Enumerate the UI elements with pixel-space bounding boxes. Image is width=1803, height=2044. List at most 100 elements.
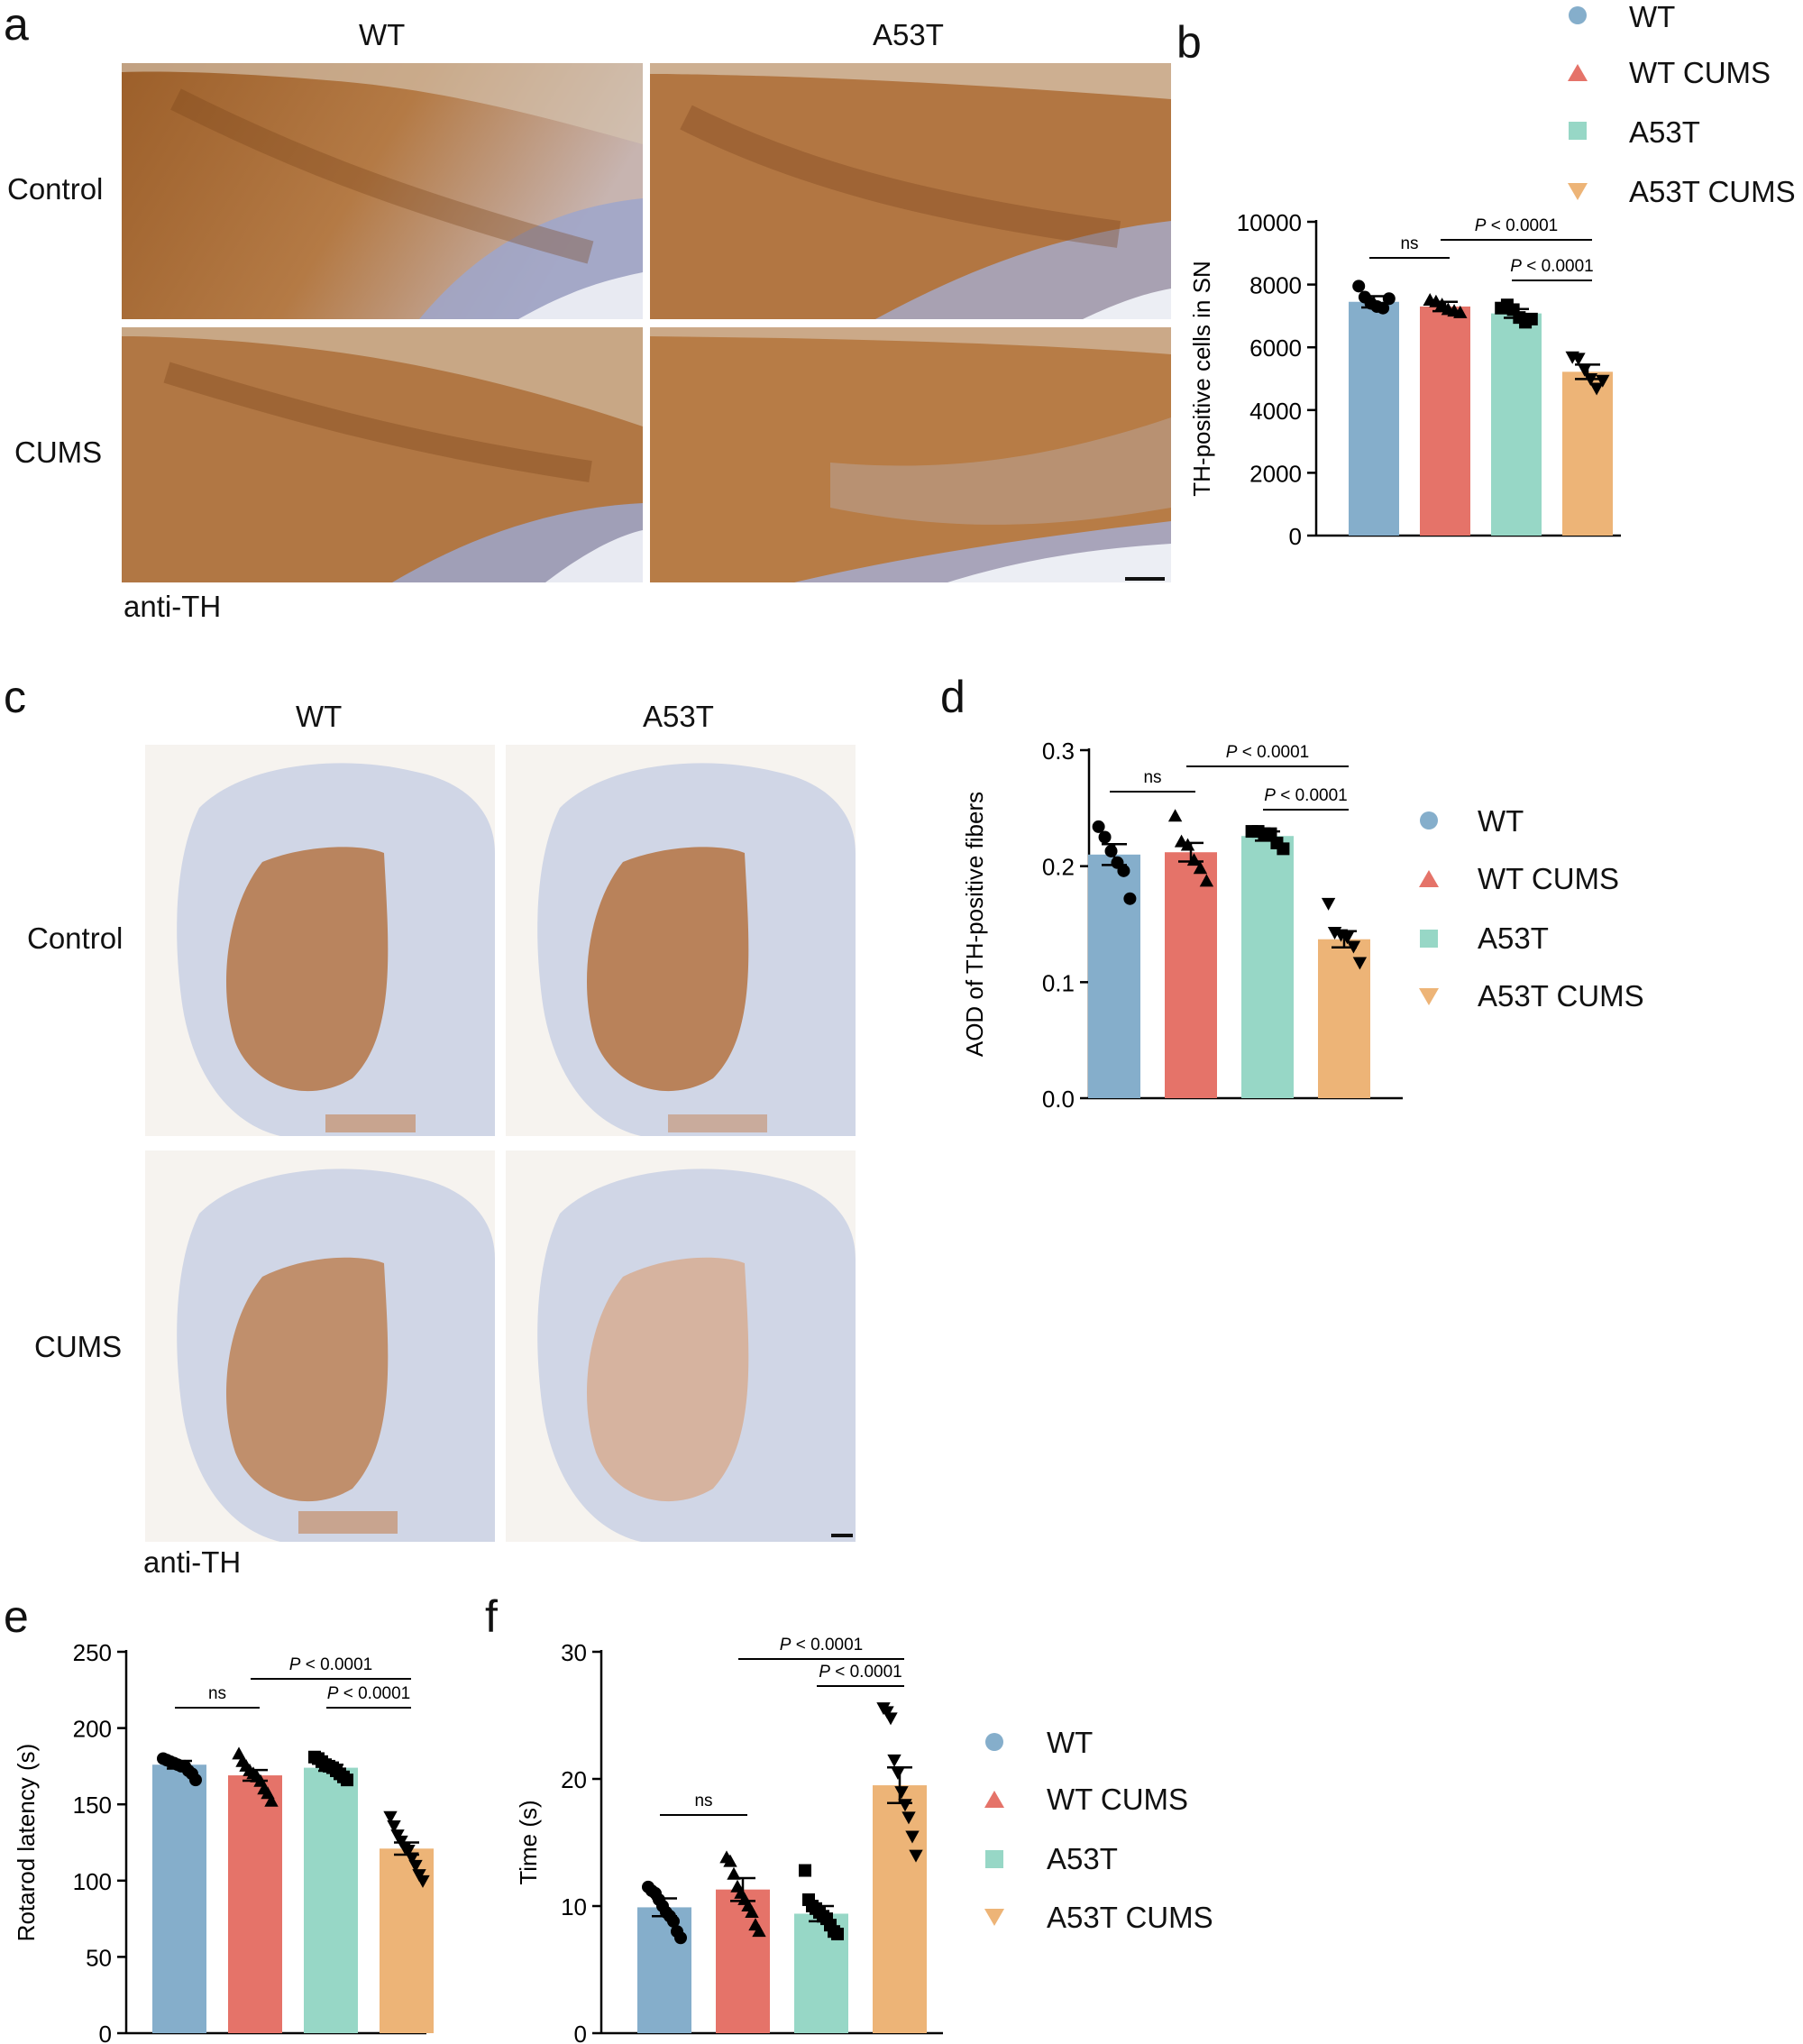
chart-e-bar-a53t: [304, 1767, 358, 2033]
chart-d-comparison-label: P < 0.0001: [1264, 786, 1347, 805]
chart-d-point-wt: [1098, 830, 1112, 844]
panel-b-letter: b: [1176, 17, 1202, 68]
chart-d-point-a53t-cums: [1352, 957, 1368, 970]
panel-a-col-label-wt: WT: [359, 18, 406, 51]
chart-f-point-a53t-cums: [909, 1849, 923, 1863]
chart-e-comparison-label: P < 0.0001: [289, 1655, 372, 1674]
section-striatum-a53t-cums: [506, 1150, 856, 1542]
chart-e-point-a53t-cums: [383, 1810, 398, 1824]
legend-f-label-wt-cums: WT CUMS: [1047, 1783, 1189, 1816]
chart-f: 0 10 20 30 Time (s) ns P < 0.0001 P < 0.0001: [515, 1636, 943, 2044]
chart-f-bar-wt-cums: [716, 1889, 770, 2033]
panel-e-letter: e: [4, 1591, 29, 1642]
chart-e-point-wt-cums: [264, 1793, 279, 1807]
chart-b-bar-a53t: [1491, 313, 1542, 536]
micrograph-sn-wt-control: [122, 63, 643, 319]
chart-d-ytick-label: 0.3: [1042, 738, 1075, 765]
chart-b: 0 2000 4000 6000 8000 10000 TH-positive cells …: [1188, 209, 1621, 550]
chart-f-point-a53t-cums: [902, 1811, 916, 1825]
panel-c-stain-label: anti-TH: [143, 1545, 242, 1579]
chart-f-point-a53t: [799, 1864, 811, 1877]
micrograph-sn-a53t-control: [650, 63, 1171, 319]
legend-b: WT WT CUMS A53T A53T CUMS: [1564, 0, 1803, 216]
chart-b-point-a53t: [1524, 312, 1538, 325]
chart-f-ytick-label: 10: [561, 1893, 587, 1920]
chart-f-point-wt-cums: [727, 1866, 741, 1880]
legend-f-marker-a53t: [985, 1850, 1003, 1868]
legend-d-marker-wt: [1420, 811, 1438, 830]
chart-b-ytick-label: 10000: [1237, 209, 1302, 236]
chart-f-comparison-label: P < 0.0001: [819, 1663, 902, 1682]
micrograph-sn-wt-cums: [122, 327, 643, 582]
section-striatum-wt-control: [145, 745, 495, 1136]
chart-f-comparison-label: ns: [694, 1792, 712, 1810]
chart-f-bar-a53t-cums: [873, 1785, 927, 2033]
chart-d-ylabel: AOD of TH-positive fibers: [961, 792, 988, 1057]
chart-d-comparison-label: P < 0.0001: [1226, 743, 1309, 762]
panel-a-row-label-control: Control: [7, 172, 104, 206]
chart-e: 0 50 100 150 200 250 Rotarod latency (s) ns P < …: [13, 1639, 434, 2044]
chart-f-point-a53t: [831, 1928, 844, 1941]
chart-d-point-wt: [1123, 892, 1137, 905]
chart-e-point-a53t: [341, 1774, 353, 1787]
panel-c-row-label-control: Control: [27, 921, 124, 955]
section-striatum-a53t-control: [506, 745, 856, 1136]
chart-e-ylabel: Rotarod latency (s): [13, 1744, 40, 1942]
chart-f-point-a53t-cums: [905, 1830, 920, 1844]
chart-e-comparison-label: ns: [208, 1684, 226, 1703]
legend-b-marker-wt-cums: [1568, 64, 1588, 81]
chart-f-point-a53t-cums: [894, 1786, 909, 1800]
chart-f-point-wt-cums: [723, 1854, 737, 1867]
chart-b-comparison-label: P < 0.0001: [1510, 257, 1593, 276]
micrograph-sn-a53t-cums: [650, 327, 1171, 582]
legend-d-label-a53t: A53T: [1478, 921, 1549, 955]
chart-d-point-a53t: [1277, 842, 1290, 856]
panel-c-col-label-wt: WT: [296, 700, 343, 733]
chart-b-point-wt: [1382, 292, 1396, 306]
panel-a-scale-bar: [1125, 577, 1165, 581]
legend-b-label-a53t-cums: A53T CUMS: [1629, 175, 1796, 208]
panel-c-scale-bar: [831, 1534, 853, 1537]
chart-b-ytick-label: 2000: [1249, 460, 1302, 487]
chart-b-ylabel: TH-positive cells in SN: [1188, 261, 1215, 497]
chart-e-point-a53t-cums: [401, 1845, 416, 1858]
legend-b-label-wt-cums: WT CUMS: [1629, 56, 1771, 89]
legend-f-marker-wt-cums: [984, 1791, 1004, 1808]
chart-f-point-a53t-cums: [880, 1706, 894, 1719]
section-striatum-wt-cums: [145, 1150, 495, 1542]
chart-f-ylabel: Time (s): [515, 1800, 542, 1884]
chart-b-ytick-label: 6000: [1249, 335, 1302, 362]
panel-c-row-label-cums: CUMS: [34, 1330, 123, 1363]
legend-b-label-wt: WT: [1629, 0, 1676, 33]
panel-a-letter: a: [4, 0, 29, 50]
chart-b-bar-wt-cums: [1420, 306, 1470, 536]
chart-e-ytick-label: 0: [99, 2021, 112, 2044]
chart-d-point-wt: [1104, 844, 1118, 857]
chart-e-ytick-label: 200: [73, 1716, 112, 1743]
chart-f-point-wt-cums: [745, 1905, 759, 1918]
chart-b-comparison-label: ns: [1400, 234, 1418, 253]
chart-e-comparison-label: P < 0.0001: [327, 1684, 410, 1703]
chart-e-ytick-label: 250: [73, 1639, 112, 1666]
chart-f-point-a53t-cums: [887, 1754, 902, 1767]
legend-f-marker-a53t-cums: [984, 1909, 1004, 1926]
legend-d-marker-a53t: [1420, 930, 1438, 948]
chart-d-point-wt-cums: [1193, 861, 1208, 875]
chart-f-point-a53t-cums: [891, 1767, 905, 1780]
chart-d-bar-wt-cums: [1165, 852, 1217, 1098]
chart-d-point-wt: [1092, 820, 1105, 833]
chart-d-point-wt: [1117, 864, 1130, 877]
chart-e-point-a53t-cums: [387, 1819, 401, 1833]
chart-e-bar-wt-cums: [228, 1775, 282, 2033]
chart-d-bar-wt: [1088, 854, 1140, 1098]
legend-d-label-wt-cums: WT CUMS: [1478, 862, 1620, 895]
chart-b-bar-wt: [1349, 301, 1399, 536]
chart-d-ytick-label: 0.0: [1042, 1086, 1075, 1113]
chart-b-comparison-label: P < 0.0001: [1475, 216, 1558, 235]
chart-e-ytick-label: 150: [73, 1792, 112, 1819]
legend-d-marker-a53t-cums: [1419, 988, 1439, 1005]
legend-f-label-wt: WT: [1047, 1726, 1094, 1759]
legend-f-label-a53t: A53T: [1047, 1842, 1118, 1875]
chart-f-bar-wt: [637, 1907, 691, 2033]
chart-d-comparison-label: ns: [1143, 768, 1161, 787]
